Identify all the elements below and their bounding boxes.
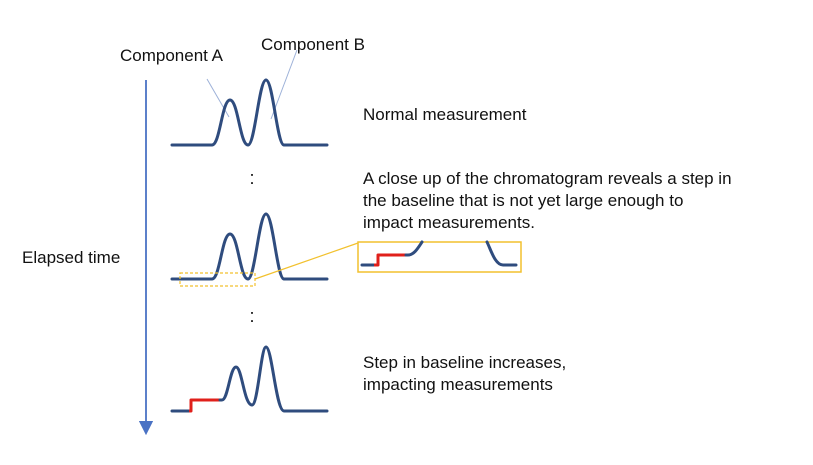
stage-small-step-line-2: the baseline that is not yet large enoug… [363,190,684,210]
chromatogram-small-step [170,212,329,281]
closeup-box [357,241,522,273]
stage-normal-line-1: Normal measurement [363,105,527,124]
stage-small-step-line-1: A close up of the chromatogram reveals a… [363,169,732,188]
stage-normal-description: Normal measurement [363,104,526,126]
component-a-label: Component A [120,46,224,65]
closeup-peak-rise [404,240,424,257]
stage-small-step-line-3: impact measurements. [363,212,535,232]
stage-small-step-description: A close up of the chromatogram reveals a… [363,168,732,233]
closeup-connector-line [254,242,359,280]
closeup-step-red [374,253,406,267]
stage-large-step-line-1: Step in baseline increases, [363,353,567,372]
chromatogram-large-step [218,345,329,413]
chromatogram-normal [170,78,329,147]
separator-dots-1: : [249,168,255,188]
component-a-leader-line [206,78,230,118]
closeup-region-marker [179,272,256,287]
separator-dots-2: : [249,306,255,326]
closeup-peak-fall [485,240,518,267]
chromatogram-large-step-red [189,398,220,413]
stage-large-step-description: Step in baseline increases, impacting me… [363,352,566,396]
stage-large-step-line-2: impacting measurements [363,374,553,394]
elapsed-time-label: Elapsed time [22,248,121,267]
component-b-label: Component B [261,35,365,54]
